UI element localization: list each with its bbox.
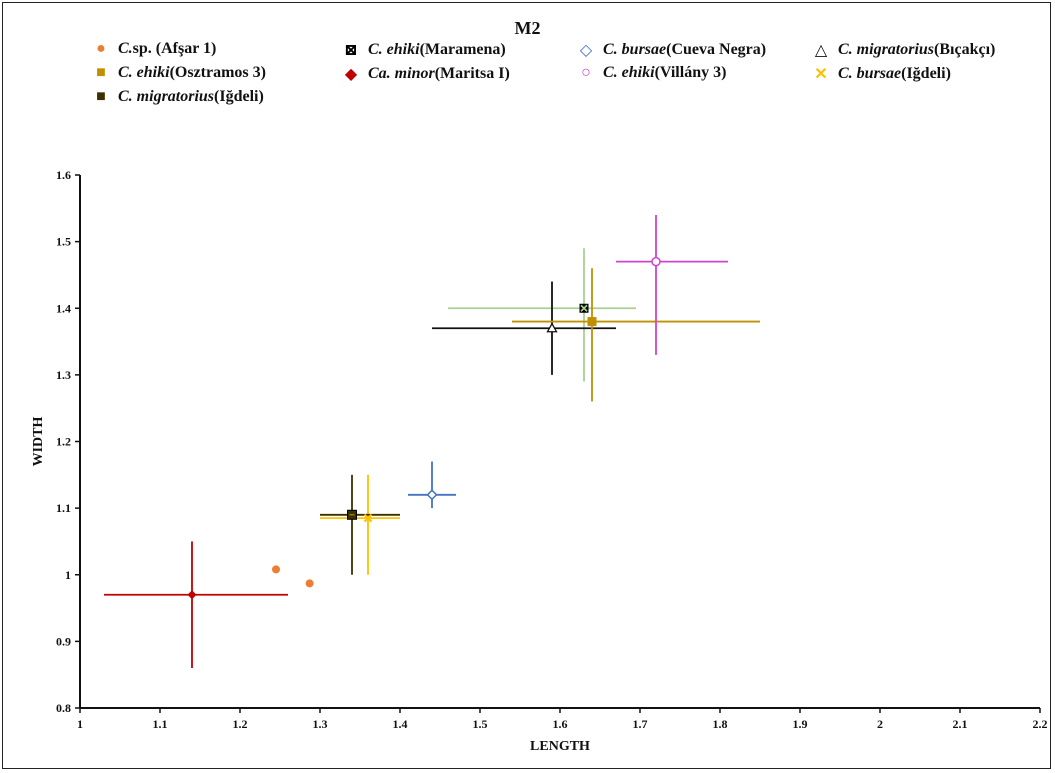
legend-taxon: C. [118,40,133,57]
data-point [187,590,197,600]
x-tick-label: 1.2 [233,717,248,731]
legend-marker-icon: ■ [96,88,106,105]
legend-marker-icon: ◆ [344,66,358,83]
legend-locality: (Cueva Negra) [666,41,767,58]
x-tick-label: 2.1 [953,717,968,731]
legend-locality: (Maramena) [419,41,506,58]
x-tick-label: 1 [77,717,83,731]
y-tick-label: 1.1 [56,501,71,515]
legend-entry: ● C. sp. (Afşar 1) [90,40,216,58]
legend-entry: ◆ Ca. minor (Maritsa I) [340,64,510,84]
legend-marker-icon: ⊠ [344,42,358,59]
legend-taxon: C. ehiki [603,64,655,81]
data-point [587,317,597,327]
legend-marker-icon: ○ [581,64,591,81]
y-tick-label: 1.5 [56,235,71,249]
legend-entry: ◇ C. bursae (Cueva Negra) [575,40,766,60]
x-tick-label: 1.3 [313,717,328,731]
legend-locality: (Bıçakçı) [934,41,996,58]
data-point [363,513,373,523]
legend-entry: ⊠ C. ehiki (Maramena) [340,40,506,60]
legend-marker-icon: △ [814,42,828,59]
legend-marker-icon: ■ [96,64,106,81]
x-tick-label: 1.5 [473,717,488,731]
x-tick-label: 1.9 [793,717,808,731]
y-tick-label: 0.9 [56,634,71,648]
x-axis-label: LENGTH [530,739,590,754]
legend-locality: (Iğdeli) [901,65,951,82]
x-tick-label: 1.8 [713,717,728,731]
x-tick-label: 1.1 [153,717,168,731]
legend-entry: ■ C. ehiki (Osztramos 3) [90,64,266,82]
legend-taxon: C. bursae [603,41,667,58]
legend-taxon: Ca. minor [368,65,435,82]
x-tick-label: 2.2 [1033,717,1048,731]
x-tick-label: 2 [877,717,883,731]
legend-entry: ○ C. ehiki (Villány 3) [575,64,726,82]
data-point-x [580,304,588,312]
legend-taxon: C. ehiki [118,64,170,81]
y-tick-label: 1.4 [56,301,71,315]
y-tick-label: 1.2 [56,435,71,449]
data-point [305,579,314,588]
legend-locality: (Villány 3) [654,64,727,81]
data-point [651,256,661,267]
legend-entry: △ C. migratorius (Bıçakçı) [810,40,996,60]
legend-marker-icon: ◇ [579,42,593,59]
y-axis-label: WIDTH [31,417,46,467]
x-tick-label: 1.6 [553,717,568,731]
legend-marker-icon: ● [96,40,106,57]
legend-locality: (Iğdeli) [214,88,264,105]
legend-locality: (Osztramos 3) [169,64,266,81]
legend-taxon: C. migratorius [838,41,935,58]
legend-taxon: C. bursae [838,65,902,82]
legend-taxon: C. migratorius [118,88,215,105]
legend-taxon: C. ehiki [368,41,420,58]
chart-title: M2 [514,18,541,38]
y-tick-label: 0.8 [56,701,71,715]
data-point [426,489,438,501]
legend-marker-icon: ✕ [814,66,828,83]
legend-locality: (Maritsa I) [434,65,510,82]
legend-entry: ■ C. migratorius (Iğdeli) [90,88,264,106]
y-tick-label: 1.3 [56,368,71,382]
data-point [546,322,558,333]
x-tick-label: 1.4 [393,717,408,731]
x-tick-label: 1.7 [633,717,648,731]
y-tick-label: 1 [65,568,71,582]
legend-entry: ✕ C. bursae (Iğdeli) [810,64,951,84]
legend-locality: sp. (Afşar 1) [132,40,217,57]
data-point [272,565,280,574]
y-tick-label: 1.6 [56,168,71,182]
